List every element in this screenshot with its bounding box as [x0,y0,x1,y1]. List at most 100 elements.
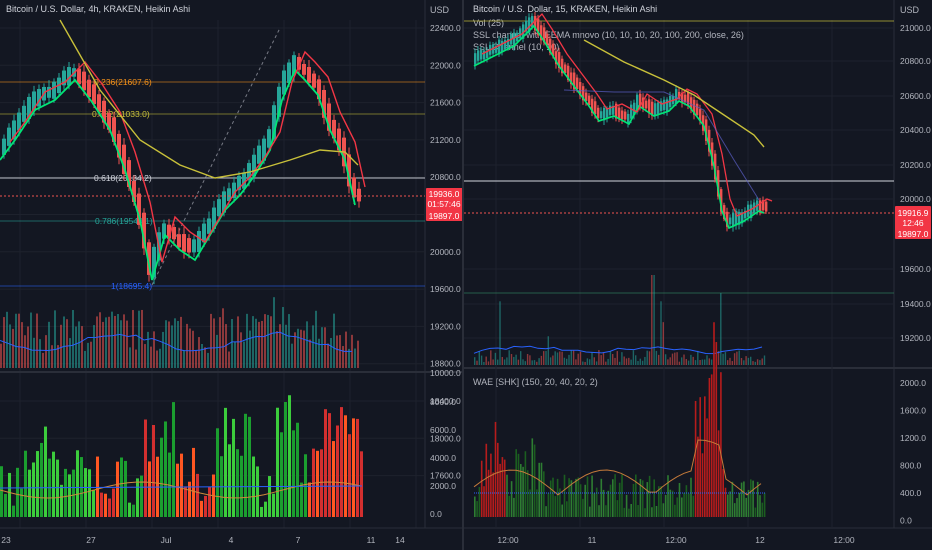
wae-bar [609,484,612,517]
volume-bar [648,351,651,365]
wae-bar [646,482,649,517]
wae-bar [704,396,706,517]
volume-bar [579,351,582,365]
volume-bar [270,316,272,368]
wae-bar [344,415,347,517]
candle [525,20,528,32]
wae-axis-label: 1600.0 [900,406,926,416]
wae-bar [639,478,642,517]
wae-bar [4,493,7,517]
volume-bar [733,353,736,365]
wae-bar [112,488,115,517]
candle [738,211,741,225]
volume-bar [327,343,329,368]
wae-bar [623,507,626,517]
volume-bar [563,357,566,365]
candle [167,224,171,239]
candle [648,99,651,114]
volume-bar [114,315,116,368]
price-axis-label: 20000.0 [900,194,931,204]
wae-bar [602,489,605,517]
candle [639,93,642,109]
wae-bar [747,489,750,517]
volume-bar [538,358,540,365]
candle [537,18,540,36]
volume-bar [683,354,685,365]
candle [7,127,11,146]
volume-bar [701,359,704,365]
volume-bar [621,352,623,365]
indicator-ssl-eema[interactable]: SSL channel with EEMA mnovo (10, 10, 10,… [473,30,744,40]
wae-bar [763,493,766,517]
pane-divider[interactable] [462,0,464,550]
wae-bar [64,468,67,517]
volume-bar [24,335,26,368]
candle [759,200,762,213]
volume-bar [162,331,164,368]
candle [576,77,579,90]
indicator-ssl-channel[interactable]: SSL Channel (10, 10) [473,42,560,52]
volume-bar [27,326,29,368]
wae-bar [348,434,351,517]
volume-bar [566,358,568,365]
candle [534,15,537,31]
volume-bar [123,314,125,368]
volume-bar [572,350,575,365]
price-tag-value: 19936.0 [429,189,460,199]
volume-bar [474,357,476,365]
candle [621,110,624,120]
wae-bar [308,482,311,517]
wae-bar [172,402,175,517]
price-tag-box [895,206,931,239]
wae-bar [708,377,711,517]
time-axis-label: Jul [161,535,172,545]
right-chart-pane[interactable]: Bitcoin / U.S. Dollar, 15, KRAKEN, Heiki… [464,0,932,550]
wae-bar [701,453,704,517]
volume-bar [605,361,607,365]
right-chart-canvas[interactable]: 21000.0 20800.0 20600.0 20400.0 20200.0 20000… [464,0,932,550]
volume-bar [108,316,110,368]
wae-bar [531,438,534,517]
ssl-channel-down-line [481,12,773,217]
wae-bar [614,474,616,517]
candle [62,70,66,86]
wae-bar [727,494,729,517]
wae-deadzone-line [0,485,363,489]
left-chart-pane[interactable]: Bitcoin / U.S. Dollar, 4h, KRAKEN, Heiki… [0,0,462,550]
candle [197,231,201,253]
volume-bar [312,325,314,368]
candle [82,71,86,91]
candle [732,212,735,227]
wae-bar [554,496,557,517]
volume-bar [6,311,8,368]
wae-bar [600,478,603,517]
wae-indicator-title[interactable]: WAE [SHK] (150, 20, 40, 20, 2) [473,377,598,387]
wae-bar [664,494,667,517]
volume-bar [658,354,660,365]
volume-bar [729,357,731,365]
candle [765,201,768,212]
wae-bar [618,482,621,517]
wae-bar [579,484,582,517]
wae-bar [549,480,552,517]
indicator-volume[interactable]: Vol (25) [473,18,505,28]
wae-bar [300,482,303,517]
volume-bar [600,355,602,365]
wae-bar [232,418,235,517]
candle [645,100,648,109]
volume-bar [614,357,616,365]
wae-bar [228,444,231,517]
wae-bar [490,453,492,517]
candle [217,199,221,217]
wae-bar [607,490,609,517]
wae-bar [526,470,529,517]
wae-bar [501,457,504,517]
left-chart-canvas[interactable]: 22400.022000.021600.021200.020800.020400… [0,0,462,550]
wae-bar [577,477,580,517]
volume-bar [595,361,598,365]
volume-bar [756,359,759,365]
volume-bar [144,344,146,368]
candle [37,89,41,107]
right-currency-label: USD [900,5,920,15]
wae-bar [561,504,563,517]
